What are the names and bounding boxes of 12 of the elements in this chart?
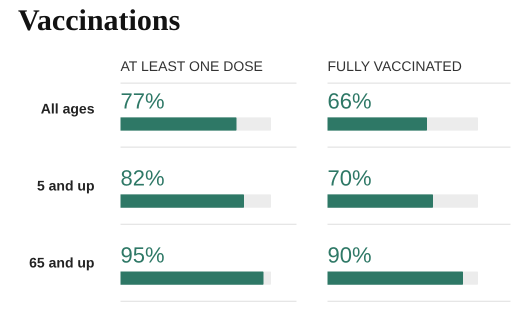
chart-subtitle: AT LEAST ONE DOSE (120, 58, 263, 74)
data-label: 77% (120, 88, 165, 114)
data-label: 90% (328, 242, 372, 268)
chart-title: Vaccinations (18, 3, 180, 39)
chart-subtitle: FULLY VACCINATED (328, 58, 462, 74)
data-label: 95% (120, 242, 165, 268)
y-tick-label: All ages (40, 100, 95, 117)
data-label: 66% (328, 88, 372, 114)
data-label: 82% (120, 165, 165, 190)
data-label: 70% (328, 165, 372, 190)
y-tick-label: 5 and up (36, 178, 95, 194)
y-tick-label: 65 and up (29, 254, 95, 271)
